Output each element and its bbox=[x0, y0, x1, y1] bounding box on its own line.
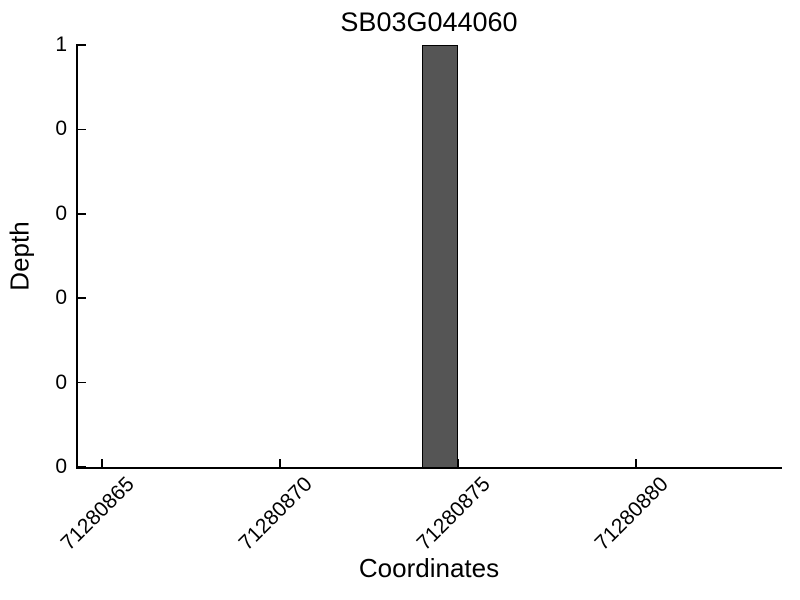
x-tick-label: 71280875 bbox=[412, 472, 495, 555]
x-axis-line bbox=[76, 467, 782, 469]
y-tick-mark bbox=[78, 466, 86, 468]
y-tick-mark bbox=[78, 213, 86, 215]
y-tick-label: 0 bbox=[55, 370, 67, 394]
y-axis-label: Depth bbox=[4, 221, 35, 291]
y-tick-mark bbox=[78, 297, 86, 299]
y-tick-label: 0 bbox=[55, 286, 67, 310]
x-tick-label: 71280865 bbox=[56, 472, 139, 555]
x-tick-mark bbox=[457, 459, 459, 467]
x-tick-mark bbox=[101, 459, 103, 467]
y-tick-label: 0 bbox=[55, 201, 67, 225]
chart-title: SB03G044060 bbox=[340, 7, 518, 37]
y-tick-label: 0 bbox=[55, 455, 67, 478]
y-tick-mark bbox=[78, 381, 86, 384]
x-tick-label: 71280870 bbox=[234, 472, 317, 555]
x-axis-label: Coordinates bbox=[358, 553, 500, 583]
y-axis-line bbox=[76, 44, 78, 469]
depth-bar bbox=[422, 45, 458, 469]
y-tick-label: 0 bbox=[55, 117, 67, 141]
y-tick-mark bbox=[78, 128, 86, 131]
y-tick-mark bbox=[78, 44, 86, 46]
x-tick-mark bbox=[279, 459, 281, 467]
x-tick-label: 71280880 bbox=[590, 472, 673, 555]
x-tick-mark bbox=[635, 459, 637, 467]
y-tick-label: 1 bbox=[55, 33, 67, 56]
